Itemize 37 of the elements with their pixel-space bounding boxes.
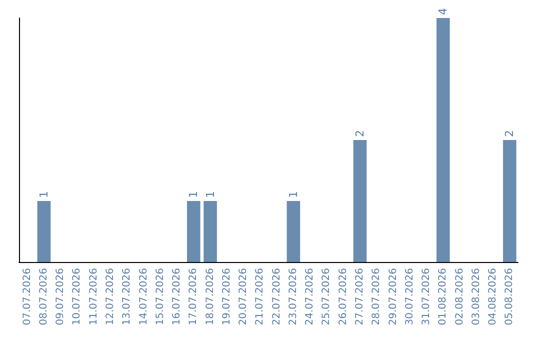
data-label: 2 (353, 130, 366, 137)
data-label: 1 (37, 191, 50, 198)
data-label: 1 (187, 191, 200, 198)
x-tick-label: 11.07.2026 (88, 268, 100, 326)
data-label: 1 (286, 191, 300, 198)
x-tick-label: 18.07.2026 (204, 268, 216, 326)
x-tick-label: 31.07.2026 (421, 268, 432, 326)
x-tick-label: 04.08.2026 (488, 268, 499, 326)
x-tick-label: 13.07.2026 (122, 268, 133, 326)
x-tick-label: 05.08.2026 (504, 268, 516, 326)
x-tick-label: 03.08.2026 (470, 268, 482, 326)
x-tick-label: 27.07.2026 (354, 268, 366, 326)
x-tick-label: 25.07.2026 (321, 268, 332, 326)
x-tick-label: 30.07.2026 (404, 268, 416, 326)
x-tick-label: 09.07.2026 (55, 268, 66, 326)
x-tick-label: 08.07.2026 (38, 268, 50, 326)
x-tick-label: 02.08.2026 (454, 268, 466, 326)
x-tick-label: 10.07.2026 (72, 268, 83, 326)
x-tick-label: 23.07.2026 (288, 268, 299, 326)
x-tick-label: 14.07.2026 (138, 268, 150, 326)
x-tick-label: 17.07.2026 (188, 268, 200, 326)
x-tick-label: 07.07.2026 (22, 268, 33, 326)
x-tick-label: 12.07.2026 (104, 268, 116, 326)
x-tick-label: 20.07.2026 (238, 268, 250, 326)
data-label: 2 (503, 130, 516, 137)
x-tick-label: 28.07.2026 (371, 268, 382, 326)
x-tick-label: 21.07.2026 (254, 268, 266, 326)
x-tick-label: 29.07.2026 (388, 268, 399, 326)
x-tick-label: 16.07.2026 (172, 268, 183, 326)
x-tick-label: 19.07.2026 (221, 268, 232, 326)
x-tick-label: 24.07.2026 (304, 268, 316, 326)
x-tick-label: 26.07.2026 (338, 268, 349, 326)
x-tick-label: 15.07.2026 (154, 268, 166, 326)
x-tick-label: 22.07.2026 (271, 268, 282, 326)
data-label: 1 (204, 191, 217, 198)
data-label: 4 (436, 8, 450, 15)
x-tick-label: 01.08.2026 (438, 268, 449, 326)
